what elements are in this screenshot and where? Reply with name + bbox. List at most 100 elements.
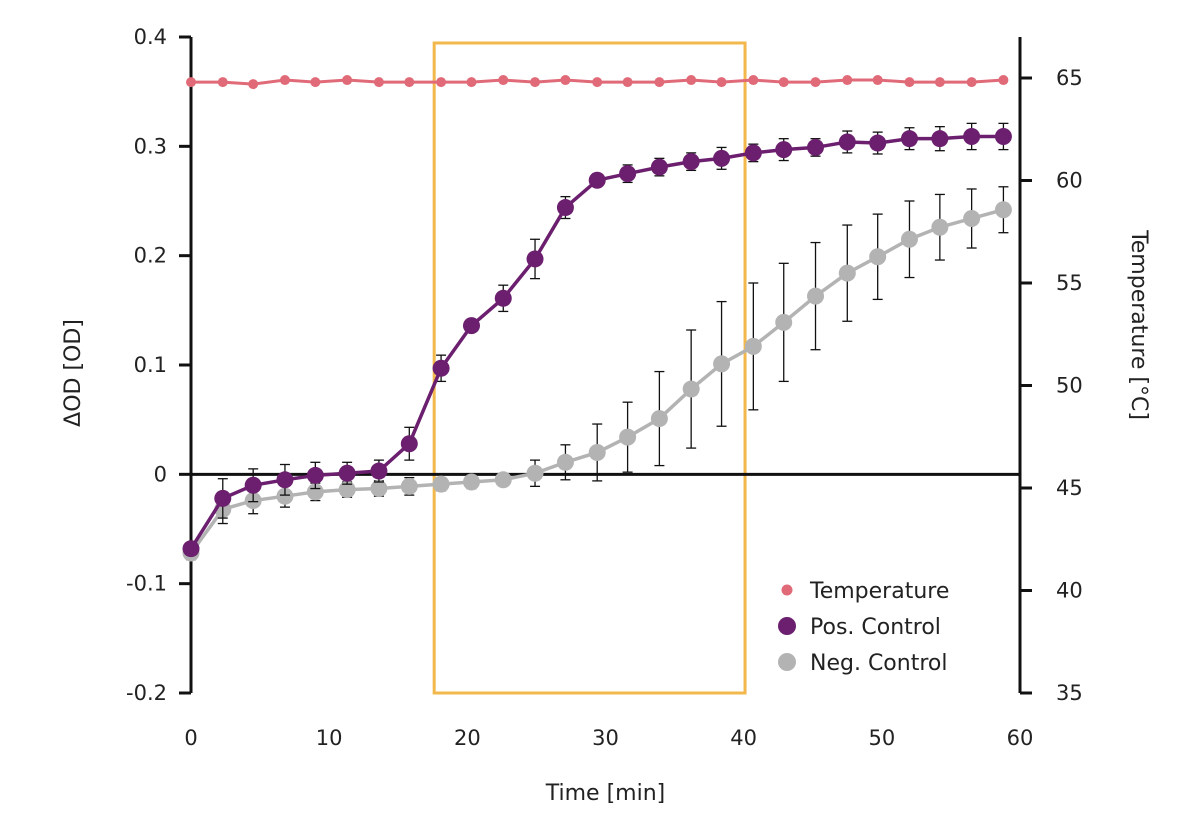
- y-tick-label: -0.1: [126, 572, 167, 596]
- y2-axis-title: Temperature [°C]: [1126, 229, 1151, 420]
- data-point: [400, 477, 418, 495]
- y2-tick-label: 40: [1056, 579, 1083, 603]
- data-point: [248, 79, 259, 90]
- data-point: [713, 355, 731, 373]
- data-point: [526, 464, 544, 482]
- data-point: [436, 77, 447, 88]
- y-tick-label: 0.1: [134, 353, 167, 377]
- highlight-box: [432, 41, 747, 695]
- y-tick-label: 0.4: [134, 25, 167, 49]
- data-point: [744, 144, 762, 162]
- data-point: [588, 443, 606, 461]
- x-tick-label: 50: [868, 726, 895, 750]
- y2-tick-label: 35: [1056, 681, 1083, 705]
- x-axis-title: Time [min]: [545, 781, 666, 806]
- data-point: [310, 77, 321, 88]
- data-point: [872, 75, 883, 86]
- legend-label: Temperature: [809, 579, 949, 604]
- y-tick-label: 0.2: [134, 244, 167, 268]
- data-point: [963, 209, 981, 227]
- data-point: [963, 127, 981, 145]
- series-pos-control: [182, 122, 1012, 558]
- y2-tick-label: 60: [1056, 169, 1083, 193]
- data-point: [682, 153, 700, 171]
- data-point: [400, 435, 418, 453]
- data-point: [338, 481, 356, 499]
- y2-tick-label: 65: [1056, 66, 1083, 90]
- y2-tick-label: 55: [1056, 271, 1083, 295]
- series-layer: [182, 75, 1012, 562]
- data-point: [994, 127, 1012, 145]
- data-point: [498, 75, 509, 86]
- data-point: [373, 77, 384, 88]
- legend-label: Pos. Control: [810, 615, 941, 640]
- legend: Temperature Pos. Control Neg. Control: [778, 579, 949, 676]
- data-point: [994, 201, 1012, 219]
- y2-tick-label: 45: [1056, 476, 1083, 500]
- data-point: [404, 77, 415, 88]
- data-point: [900, 130, 918, 148]
- data-point: [775, 141, 793, 159]
- data-point: [713, 149, 731, 167]
- data-point: [900, 230, 918, 248]
- data-point: [494, 471, 512, 489]
- data-point: [560, 75, 571, 86]
- highlight-layer: [432, 41, 747, 695]
- data-point: [622, 77, 633, 88]
- series-neg-control: [182, 186, 1012, 562]
- data-point: [838, 264, 856, 282]
- data-point: [619, 428, 637, 446]
- data-point: [654, 77, 665, 88]
- data-point: [686, 75, 697, 86]
- data-point: [556, 199, 574, 217]
- data-point: [838, 133, 856, 151]
- x-tick-label: 60: [1007, 726, 1034, 750]
- data-point: [530, 77, 541, 88]
- data-point: [217, 77, 228, 88]
- data-point: [716, 77, 727, 88]
- x-tick-label: 0: [184, 726, 197, 750]
- data-point: [182, 540, 200, 558]
- data-point: [276, 471, 294, 489]
- legend-label: Neg. Control: [810, 651, 947, 676]
- data-point: [432, 359, 450, 377]
- series-temperature: [186, 75, 1009, 90]
- data-point: [778, 77, 789, 88]
- data-point: [650, 410, 668, 428]
- data-point: [807, 138, 825, 156]
- y-tick-label: 0: [154, 462, 167, 486]
- data-point: [494, 289, 512, 307]
- data-point: [931, 218, 949, 236]
- y-axis-title: ΔOD [OD]: [61, 319, 86, 427]
- legend-marker: [778, 653, 796, 671]
- data-point: [466, 77, 477, 88]
- data-point: [370, 462, 388, 480]
- data-point: [526, 250, 544, 268]
- x-tick-label: 40: [730, 726, 757, 750]
- data-point: [276, 487, 294, 505]
- y-tick-label: 0.3: [134, 134, 167, 158]
- data-point: [186, 77, 196, 88]
- data-point: [338, 464, 356, 482]
- y-tick-label: -0.2: [126, 681, 167, 705]
- data-point: [244, 476, 262, 494]
- data-point: [842, 75, 853, 86]
- data-point: [807, 287, 825, 305]
- data-point: [966, 77, 977, 88]
- y2-tick-label: 50: [1056, 374, 1083, 398]
- data-point: [775, 313, 793, 331]
- data-point: [650, 158, 668, 176]
- data-point: [934, 77, 945, 88]
- data-point: [810, 77, 821, 88]
- data-point: [214, 489, 232, 507]
- data-point: [869, 134, 887, 152]
- data-point: [588, 171, 606, 189]
- data-point: [998, 75, 1009, 86]
- data-point: [682, 380, 700, 398]
- data-point: [279, 75, 290, 86]
- x-tick-label: 20: [454, 726, 481, 750]
- legend-marker: [778, 617, 796, 635]
- data-point: [306, 483, 324, 501]
- data-point: [306, 466, 324, 484]
